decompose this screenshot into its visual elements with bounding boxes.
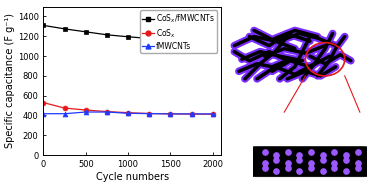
Line: fMWCNTs: fMWCNTs [41, 110, 215, 116]
CoS$_x$ [211, 113, 215, 115]
CoS$_x$/fMWCNTs [189, 40, 194, 42]
CoS$_x$/fMWCNTs [147, 37, 152, 40]
fMWCNTs [62, 113, 67, 115]
CoS$_x$/fMWCNTs [84, 31, 88, 33]
Text: CoS$_x$/fMWCNTs: CoS$_x$/fMWCNTs [255, 154, 350, 168]
fMWCNTs [105, 111, 109, 113]
CoS$_x$ [126, 112, 130, 114]
fMWCNTs [126, 112, 130, 114]
fMWCNTs [84, 111, 88, 113]
Line: CoS$_x$: CoS$_x$ [41, 100, 215, 117]
Line: CoS$_x$/fMWCNTs: CoS$_x$/fMWCNTs [41, 23, 215, 44]
CoS$_x$ [41, 102, 46, 104]
CoS$_x$/fMWCNTs [105, 34, 109, 36]
CoS$_x$/fMWCNTs [168, 39, 173, 41]
fMWCNTs [147, 112, 152, 115]
X-axis label: Cycle numbers: Cycle numbers [96, 172, 169, 182]
CoS$_x$ [168, 113, 173, 115]
CoS$_x$ [189, 113, 194, 115]
CoS$_x$ [84, 109, 88, 111]
fMWCNTs [189, 113, 194, 115]
CoS$_x$/fMWCNTs [41, 24, 46, 27]
fMWCNTs [211, 113, 215, 115]
CoS$_x$/fMWCNTs [126, 36, 130, 38]
CoS$_x$/fMWCNTs [211, 40, 215, 42]
Legend: CoS$_x$/fMWCNTs, CoS$_x$, fMWCNTs: CoS$_x$/fMWCNTs, CoS$_x$, fMWCNTs [140, 10, 217, 53]
CoS$_x$ [147, 112, 152, 115]
CoS$_x$ [62, 107, 67, 109]
CoS$_x$/fMWCNTs [62, 28, 67, 30]
fMWCNTs [41, 113, 46, 115]
fMWCNTs [168, 113, 173, 115]
CoS$_x$ [105, 110, 109, 113]
Y-axis label: Specific capacitance (F g⁻¹): Specific capacitance (F g⁻¹) [5, 13, 15, 148]
FancyBboxPatch shape [248, 147, 372, 177]
